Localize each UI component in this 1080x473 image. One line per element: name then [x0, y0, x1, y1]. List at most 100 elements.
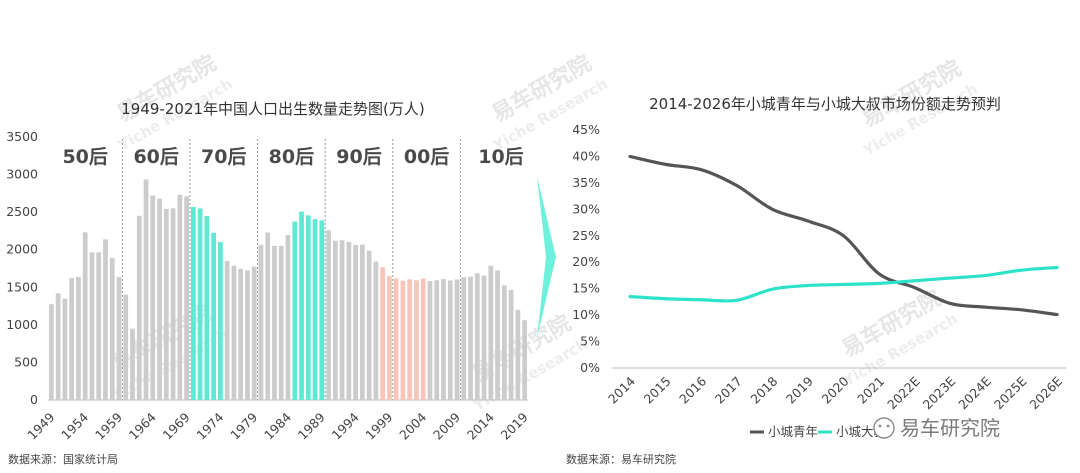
bar-2006 [434, 280, 440, 400]
right-y-tick-label: 40% [572, 148, 600, 163]
bar-1969 [184, 196, 189, 400]
bar-1973 [211, 232, 216, 400]
bar-2018 [515, 309, 521, 400]
bar-2001 [400, 280, 406, 400]
right-x-axis: 2014 2015 2016 2017 2018 2019 2020 20212022E202… [605, 373, 1065, 412]
bar-1968 [177, 194, 183, 400]
era-labels: 50后 60后 70后 80后 90后 00后 10后 [62, 146, 523, 168]
transition-arrow [537, 176, 556, 338]
bar-1979 [251, 266, 257, 400]
right-x-tick-label: 2025E [991, 373, 1030, 412]
left-y-tick-label: 1500 [6, 279, 38, 294]
bar-2014 [488, 265, 494, 400]
right-x-tick-label: 2023E [920, 373, 959, 412]
bar-1998 [380, 267, 386, 400]
bar-1991 [332, 240, 338, 400]
left-y-tick-label: 2500 [6, 204, 38, 219]
right-x-tick-label: 2024E [955, 373, 994, 412]
bar-1982 [272, 245, 277, 400]
bar-2007 [441, 279, 446, 400]
series-line-1 [628, 265, 1059, 303]
right-x-tick-label: 2016 [676, 373, 709, 406]
bar-1994 [353, 244, 358, 400]
bar-2012 [474, 273, 480, 400]
bar-1965 [157, 198, 162, 400]
left-x-tick-label: 2014 [464, 409, 497, 442]
left-x-tick-label: 1959 [92, 409, 125, 442]
right-y-axis: 0% 5% 10% 15% 20% 25% 30% 35% 40% 45% [572, 122, 1066, 375]
bar-2002 [407, 279, 413, 400]
era-label-1: 60后 [133, 146, 178, 168]
bar-1985 [292, 221, 298, 400]
legend: 小城青年 小城大叔 [750, 424, 887, 439]
right-x-tick-label: 2015 [641, 374, 674, 407]
bar-1977 [238, 268, 244, 400]
left-x-tick-label: 2009 [430, 409, 463, 442]
left-y-tick-label: 3000 [6, 167, 38, 182]
brand-name: 易车研究院 [900, 416, 1000, 440]
left-x-tick-label: 1954 [58, 409, 91, 442]
bar-1955 [89, 252, 95, 400]
share-lines [628, 154, 1059, 317]
bar-1999 [387, 276, 392, 400]
bar-1989 [319, 220, 325, 400]
bar-1953 [76, 276, 81, 400]
bar-2013 [481, 275, 487, 400]
bar-1992 [339, 240, 345, 400]
right-y-tick-label: 35% [572, 175, 600, 190]
bar-1987 [305, 215, 311, 400]
left-x-tick-label: 1989 [295, 409, 328, 442]
era-label-3: 80后 [269, 146, 314, 168]
left-y-tick-label: 3500 [6, 129, 38, 144]
bar-1983 [278, 245, 284, 400]
right-y-tick-label: 10% [572, 307, 600, 322]
right-y-tick-label: 45% [572, 122, 600, 137]
left-y-tick-label: 2000 [6, 242, 38, 257]
bar-1949 [49, 304, 54, 400]
bar-1963 [143, 179, 149, 400]
right-y-tick-label: 20% [572, 254, 600, 269]
bar-1958 [109, 258, 115, 400]
bar-1996 [366, 250, 372, 400]
bar-2017 [508, 289, 514, 400]
right-chart-title: 2014-2026年小城青年与小城大叔市场份额走势预判 [649, 95, 1001, 113]
bar-2005 [427, 280, 433, 400]
right-y-tick-label: 15% [572, 281, 600, 296]
bar-1960 [123, 294, 129, 400]
bar-1997 [373, 261, 379, 400]
left-x-tick-label: 1949 [24, 409, 57, 442]
bar-1972 [204, 216, 210, 400]
brand-badge: 易车研究院 [873, 416, 1000, 440]
bar-2011 [468, 276, 473, 400]
bar-1978 [245, 270, 250, 400]
right-y-tick-label: 25% [572, 228, 600, 243]
bar-2000 [393, 278, 399, 400]
left-y-tick-label: 500 [14, 354, 38, 369]
bar-1959 [116, 277, 122, 400]
bar-1961 [130, 328, 135, 400]
bar-2016 [501, 285, 507, 400]
bar-1964 [150, 195, 156, 400]
era-dividers [121, 139, 461, 400]
legend-label-0: 小城青年 [768, 424, 818, 439]
bar-1995 [360, 244, 365, 400]
era-label-2: 70后 [201, 146, 246, 168]
left-x-tick-label: 1999 [362, 409, 395, 442]
left-source-note: 数据来源：国家统计局 [8, 452, 118, 466]
right-x-tick-label: 2017 [712, 374, 745, 407]
left-x-tick-label: 1979 [227, 409, 260, 442]
right-x-tick-label: 2018 [747, 373, 780, 406]
bar-1970 [190, 207, 196, 400]
bar-1971 [197, 208, 203, 400]
bar-1980 [258, 244, 264, 400]
era-label-6: 10后 [478, 146, 523, 168]
right-y-tick-label: 5% [580, 334, 600, 349]
bar-2008 [447, 280, 453, 400]
bar-1950 [55, 293, 61, 400]
left-x-tick-label: 1964 [126, 409, 159, 442]
bar-1954 [82, 232, 88, 400]
bar-2003 [414, 280, 419, 400]
era-label-5: 00后 [404, 146, 449, 168]
left-x-tick-label: 1994 [329, 409, 362, 442]
